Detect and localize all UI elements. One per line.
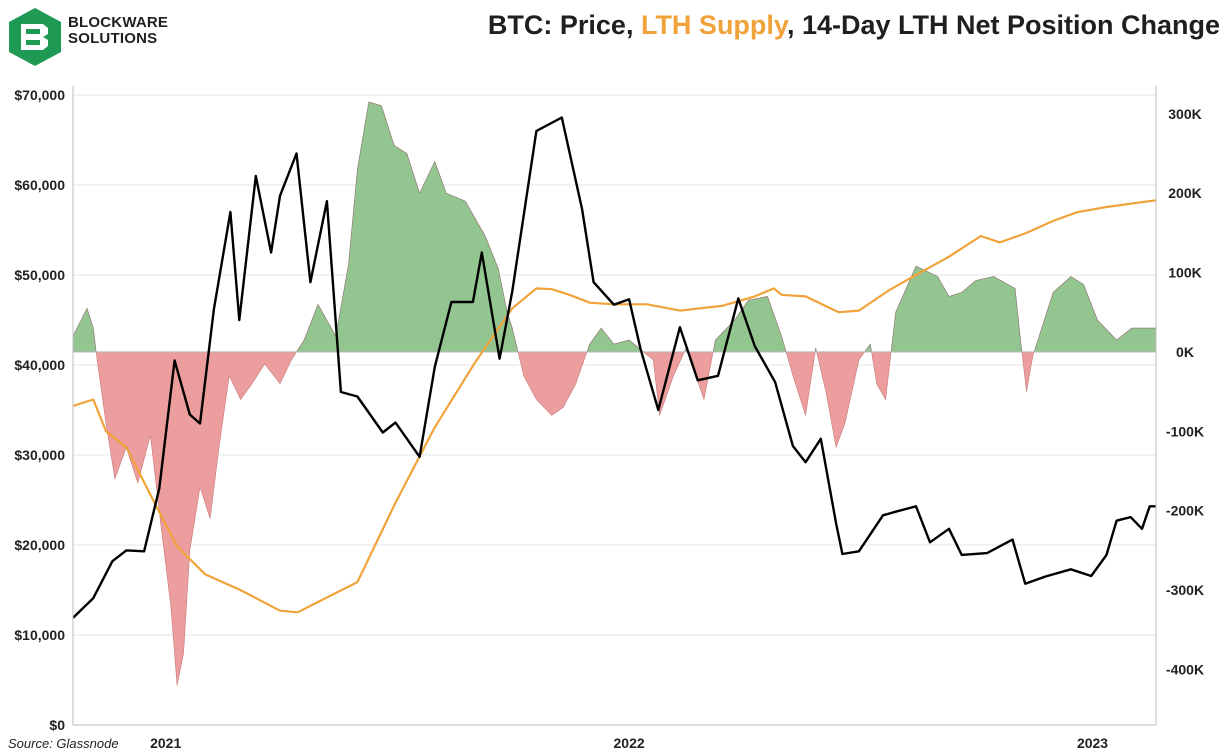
x-axis-ticks: 2021 2022 2023 [150,735,1108,751]
left-tick-label-6: $60,000 [14,177,65,193]
left-tick-label-5: $50,000 [14,267,65,283]
plot-frame [72,86,1157,726]
x-tick-label-0: 2021 [150,735,181,751]
brand-line-1: BLOCKWARE [68,14,169,31]
left-axis-ticks: $0 $10,000 $20,000 $30,000 $40,000 $50,000 $60… [14,87,65,733]
price-line [72,116,1156,619]
gridlines [73,94,1156,726]
right-tick-label-0: 300K [1168,106,1201,122]
chart-header: BLOCKWARE SOLUTIONS BTC: Price, LTH Supp… [0,0,1230,86]
right-tick-label-3: 0K [1176,344,1194,360]
title-part-2: , 14-Day LTH Net Position Change [786,10,1220,40]
chart-title: BTC: Price, LTH Supply, 14-Day LTH Net P… [488,10,1220,41]
right-axis-ticks: 300K 200K 100K 0K -100K -200K -300K -400K [1166,106,1204,678]
left-tick-label-3: $30,000 [14,447,65,463]
brand-name: BLOCKWARE SOLUTIONS [68,15,168,47]
series-lines [72,116,1157,619]
left-tick-label-2: $20,000 [14,537,65,553]
right-tick-label-4: -100K [1166,423,1204,439]
blockware-logo-icon [9,8,61,66]
title-part-1: BTC: Price, [487,10,641,40]
left-tick-label-0: $0 [49,717,65,733]
left-tick-label-1: $10,000 [14,627,65,643]
right-tick-label-1: 200K [1168,185,1201,201]
x-tick-label-2: 2023 [1077,735,1108,751]
net-position-area [73,101,1156,686]
net-position-positive-area [73,101,1156,352]
right-tick-label-7: -400K [1166,661,1204,677]
net-position-negative-area [73,351,1156,686]
brand-line-2: SOLUTIONS [68,30,158,47]
right-tick-label-2: 100K [1168,265,1201,281]
title-highlight: LTH Supply [640,10,787,40]
x-tick-label-1: 2022 [614,735,645,751]
left-tick-label-4: $40,000 [14,357,65,373]
source-note: Source: Glassnode [8,736,119,751]
right-tick-label-6: -300K [1166,582,1204,598]
right-tick-label-5: -200K [1166,503,1204,519]
left-tick-label-7: $70,000 [14,87,65,103]
